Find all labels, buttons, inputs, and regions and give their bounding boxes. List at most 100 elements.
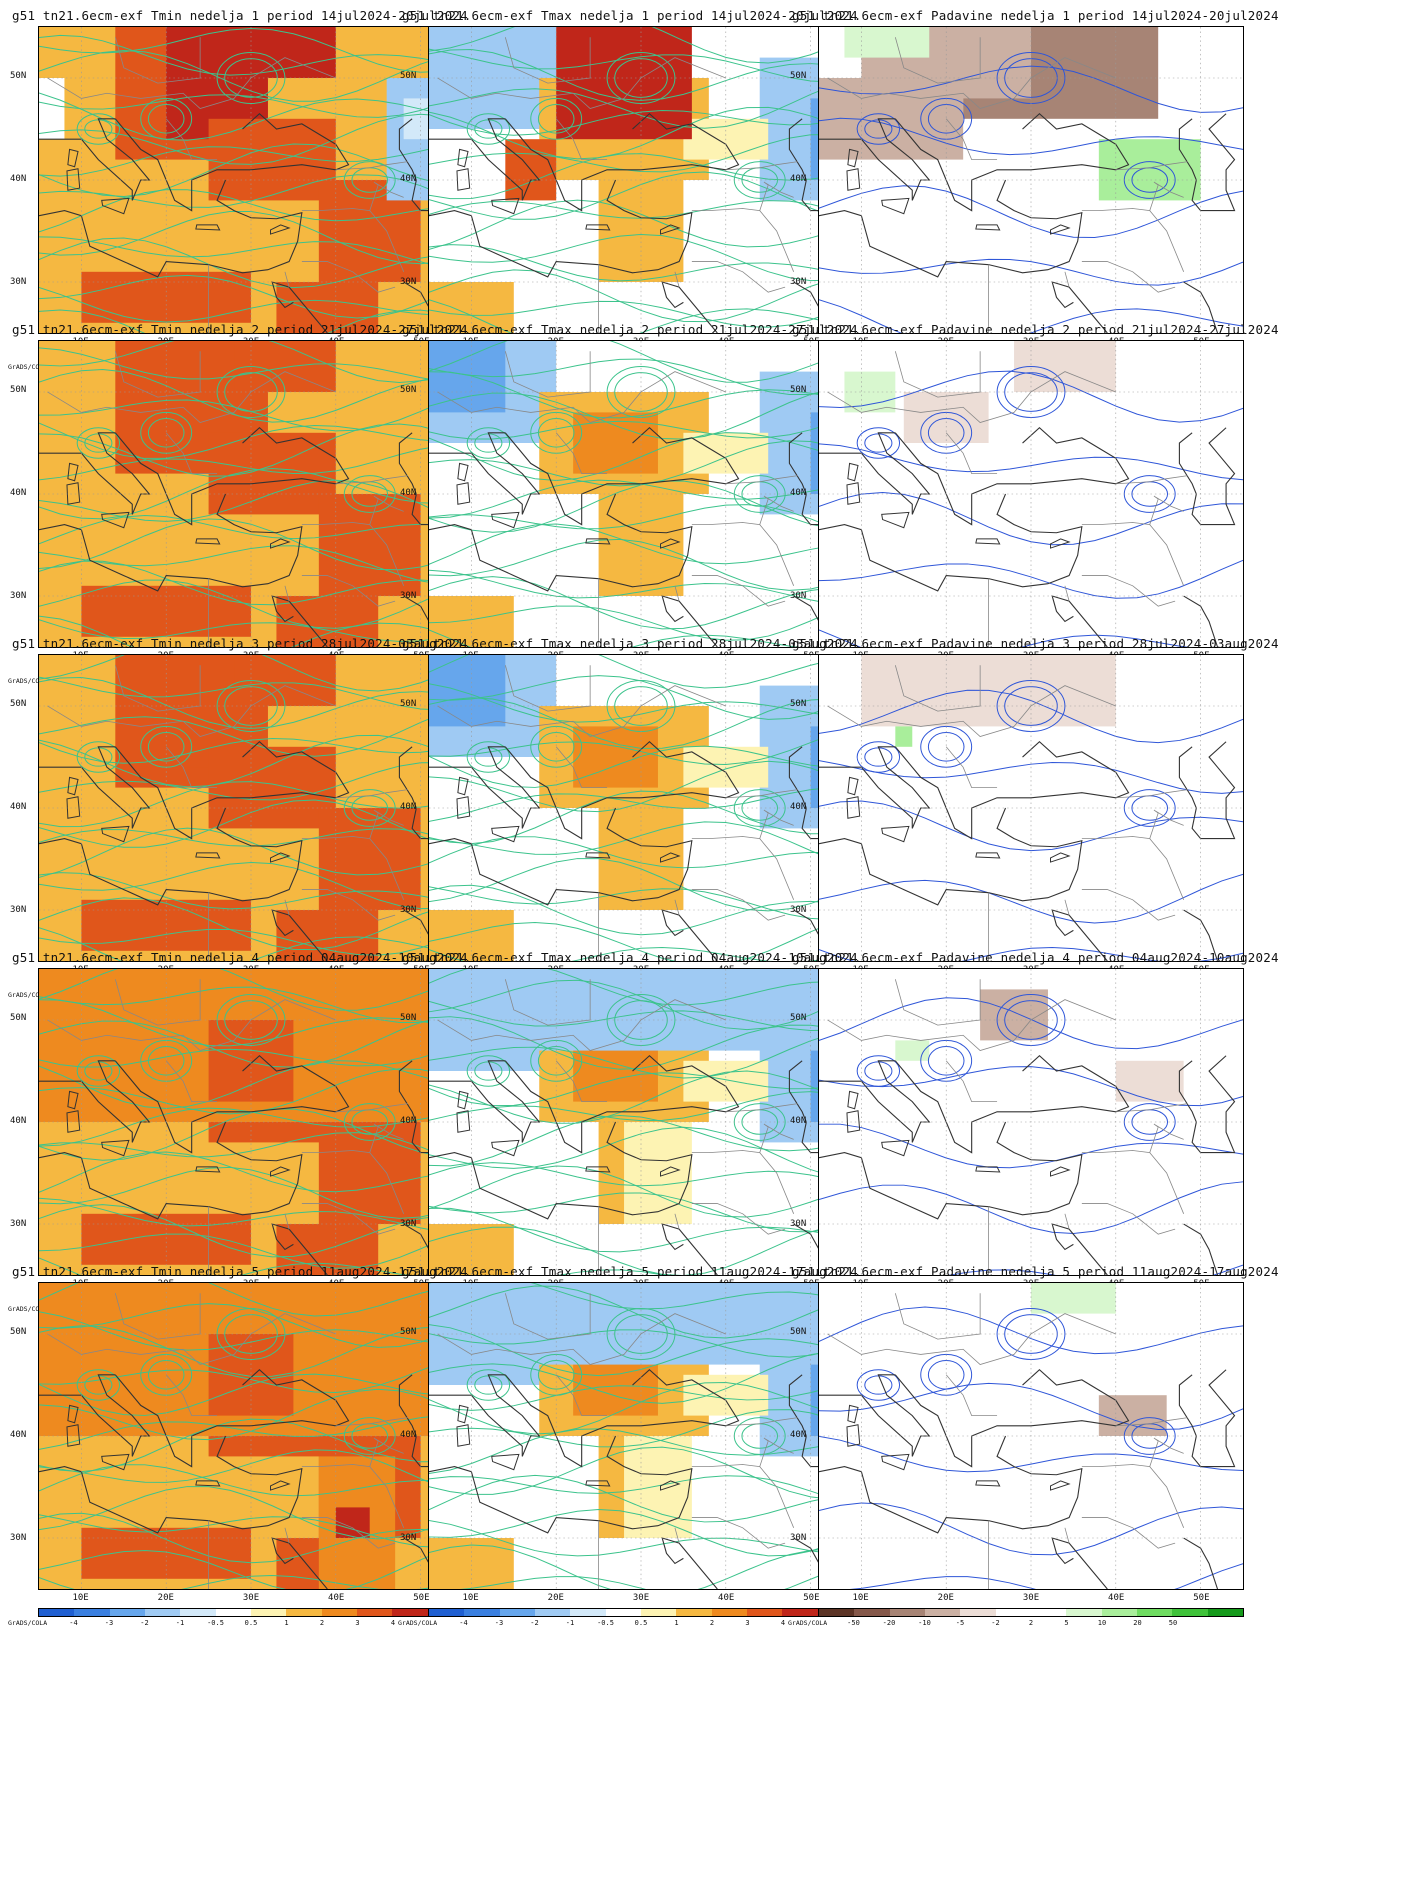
border-line xyxy=(1081,1517,1176,1549)
contour-line xyxy=(39,113,463,165)
border-line xyxy=(1064,899,1070,916)
border-line xyxy=(827,999,1116,1052)
contour-loop xyxy=(466,113,511,145)
colorbar-tick-label: -20 xyxy=(882,1619,896,1627)
border-line xyxy=(945,1060,998,1103)
contour-line xyxy=(39,560,463,606)
island xyxy=(195,538,221,545)
colorbar-tick-label: -1 xyxy=(565,1619,575,1627)
island xyxy=(457,776,469,796)
border-line xyxy=(301,575,396,607)
contour-loop xyxy=(76,113,121,145)
border-line xyxy=(827,57,1116,110)
island xyxy=(975,538,1001,545)
border-line xyxy=(691,208,795,272)
contour-line xyxy=(39,1151,463,1193)
border-line xyxy=(1081,889,1176,921)
coastline xyxy=(429,179,693,278)
border-line xyxy=(301,1464,405,1528)
border-line xyxy=(165,746,218,789)
latitude-label: 30N xyxy=(790,276,807,287)
contour-line xyxy=(819,1123,1243,1169)
contour-line xyxy=(429,1283,853,1310)
contour-loop xyxy=(147,104,185,134)
contour-line xyxy=(429,576,853,630)
latitude-label: 40N xyxy=(790,802,807,812)
latitude-label: 50N xyxy=(10,385,27,396)
contour-loop xyxy=(147,1046,185,1076)
contour-loop xyxy=(76,427,121,459)
contour-line xyxy=(39,734,463,788)
coastline xyxy=(1178,427,1236,526)
coastline xyxy=(114,112,350,212)
contour-line xyxy=(819,258,1243,286)
contour-line xyxy=(39,341,463,384)
border-line xyxy=(47,685,336,738)
contour-loop xyxy=(864,433,893,453)
border-line xyxy=(504,979,591,1026)
island xyxy=(67,1090,79,1110)
island xyxy=(491,197,520,215)
border-line xyxy=(725,1103,798,1113)
island xyxy=(585,538,611,545)
anomaly-region xyxy=(81,585,251,637)
island xyxy=(1050,1480,1071,1491)
anomaly-field xyxy=(895,989,1184,1102)
island xyxy=(66,1110,81,1133)
border-line xyxy=(114,1293,201,1340)
panel-title: g51 tn21.6ecm-exf Tmin nedelja 3 period … xyxy=(12,636,468,651)
border-line xyxy=(1115,1417,1188,1427)
border-line xyxy=(1149,809,1184,839)
map-frame xyxy=(428,1282,854,1590)
graticule xyxy=(819,27,1243,333)
contour-line xyxy=(39,927,463,961)
contour-line xyxy=(39,1355,463,1393)
border-line xyxy=(827,685,1116,738)
contour-line xyxy=(819,443,1243,481)
border-line xyxy=(674,1213,680,1230)
colorbar-swatch xyxy=(782,1609,818,1616)
country-borders xyxy=(47,979,408,1275)
border-line xyxy=(674,585,680,602)
contour-line xyxy=(429,697,853,749)
colorbar-tick-label: 2 xyxy=(1028,1619,1034,1627)
country-borders xyxy=(47,665,408,961)
country-borders xyxy=(827,37,1188,333)
border-line xyxy=(827,1313,1116,1366)
latitude-label: 40N xyxy=(400,802,417,812)
latitude-label: 30N xyxy=(10,1532,27,1543)
latitude-label: 40N xyxy=(10,488,27,498)
border-line xyxy=(894,1293,981,1340)
colorbar-tick-label: 5 xyxy=(1064,1619,1069,1627)
island xyxy=(1050,538,1071,549)
contour-line xyxy=(429,858,853,912)
map-panel-precip: g51 tn21.6ecm-exf Padavine nedelja 2 per… xyxy=(784,318,1279,694)
contour-line xyxy=(429,432,853,481)
graticule xyxy=(39,341,463,647)
island xyxy=(491,825,520,843)
colorbar-swatch xyxy=(995,1609,1031,1616)
island xyxy=(847,1090,859,1110)
island xyxy=(457,1404,469,1424)
panel-title: g51 tn21.6ecm-exf Tmin nedelja 1 period … xyxy=(12,8,468,23)
border-line xyxy=(284,271,290,288)
contour-loop xyxy=(466,1055,511,1087)
contour-line xyxy=(429,1351,853,1404)
border-line xyxy=(555,432,608,475)
grads-label: GrADS/COLA xyxy=(8,991,48,999)
contour-line xyxy=(39,676,463,711)
country-borders xyxy=(437,979,798,1275)
contour-line xyxy=(39,423,463,477)
graticule xyxy=(429,27,853,333)
contour-line xyxy=(429,745,853,788)
colorbar-swatch xyxy=(1066,1609,1102,1616)
anomaly-region xyxy=(208,746,336,829)
latitude-label: 50N xyxy=(400,1013,417,1024)
contour-line xyxy=(39,1132,463,1164)
contour-line xyxy=(429,1207,853,1253)
border-line xyxy=(1064,1213,1070,1230)
contour-line xyxy=(429,79,853,129)
contour-line xyxy=(429,386,853,440)
island xyxy=(491,1139,520,1157)
contour-line xyxy=(849,1563,1243,1589)
